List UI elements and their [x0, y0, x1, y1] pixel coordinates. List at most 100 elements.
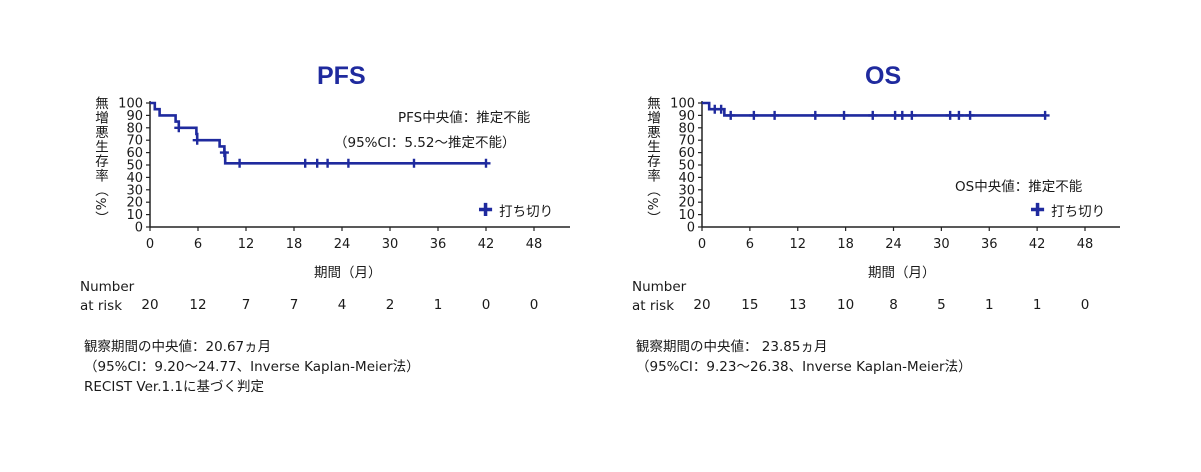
at-risk-header: Number at risk — [632, 278, 686, 316]
censor-mark — [481, 158, 491, 168]
y-tick-label: 30 — [126, 183, 143, 198]
x-axis-label: 期間（月） — [868, 265, 936, 281]
recist-note: RECIST Ver.1.1に基づく判定 — [84, 379, 264, 395]
followup-ci-note: （95%CI：9.23～26.38、Inverse Kaplan-Meier法） — [636, 359, 972, 375]
at-risk-value: 10 — [837, 297, 855, 313]
y-axis-label: 無増悪生存率（%） — [644, 96, 660, 226]
followup-ci-note: （95%CI：9.20～24.77、Inverse Kaplan-Meier法） — [84, 359, 420, 375]
x-tick-label: 48 — [526, 237, 543, 252]
y-tick-label: 80 — [678, 121, 695, 136]
at-risk-value: 0 — [529, 297, 539, 313]
censor-mark — [312, 158, 322, 168]
censor-mark — [907, 110, 917, 120]
censor-mark — [300, 158, 310, 168]
legend: ✚ 打ち切り — [478, 200, 553, 221]
y-tick-label: 70 — [126, 134, 143, 149]
y-tick-label: 0 — [135, 221, 143, 236]
at-risk-value: 15 — [741, 297, 759, 313]
y-tick-label: 40 — [126, 171, 143, 186]
censor-mark — [868, 110, 878, 120]
y-tick-label: 10 — [678, 208, 695, 223]
at-risk-value: 7 — [241, 297, 251, 313]
y-tick-label: 90 — [678, 109, 695, 124]
y-tick-label: 40 — [678, 171, 695, 186]
y-tick-label: 60 — [678, 146, 695, 161]
censor-mark — [192, 135, 202, 145]
x-tick-label: 0 — [146, 237, 154, 252]
legend-label: 打ち切り — [499, 204, 554, 220]
at-risk-value: 1 — [433, 297, 443, 313]
censor-mark — [897, 110, 907, 120]
x-tick-label: 12 — [238, 237, 255, 252]
median-annotation: OS中央値：推定不能 — [955, 179, 1083, 195]
at-risk-value: 8 — [889, 297, 898, 313]
x-tick-label: 36 — [981, 237, 998, 252]
censor-mark — [219, 148, 229, 158]
censor-mark — [770, 110, 780, 120]
at-risk-value: 12 — [189, 297, 207, 313]
at-risk-value: 4 — [337, 297, 347, 313]
at-risk-header-line2: at risk — [80, 298, 123, 314]
y-tick-label: 70 — [678, 134, 695, 149]
x-tick-label: 6 — [194, 237, 202, 252]
censor-legend-icon: ✚ — [478, 200, 494, 221]
censor-mark — [965, 110, 975, 120]
y-tick-label: 60 — [126, 146, 143, 161]
at-risk-value: 0 — [1080, 297, 1090, 313]
y-tick-label: 90 — [126, 109, 143, 124]
x-tick-label: 36 — [430, 237, 447, 252]
censor-mark — [945, 110, 955, 120]
os-panel: OS 無増悪生存率（%） 0 10 20 30 40 50 60 70 80 90 100 0 6 12 1… — [600, 0, 1200, 472]
at-risk-value: 20 — [141, 297, 159, 313]
x-tick-label: 30 — [933, 237, 950, 252]
censor-mark — [810, 110, 820, 120]
y-tick-label: 30 — [678, 183, 695, 198]
legend: ✚ 打ち切り — [1030, 200, 1105, 221]
at-risk-value: 1 — [1032, 297, 1042, 313]
at-risk-value: 2 — [385, 297, 395, 313]
at-risk-value: 1 — [984, 297, 994, 313]
censor-mark — [749, 110, 759, 120]
at-risk-value: 13 — [789, 297, 807, 313]
y-tick-label: 100 — [670, 97, 695, 112]
y-axis-label: 無増悪生存率（%） — [92, 96, 108, 226]
x-axis-label: 期間（月） — [314, 265, 382, 281]
x-tick-label: 12 — [789, 237, 806, 252]
y-tick-label: 100 — [118, 97, 143, 112]
x-tick-label: 42 — [1029, 237, 1046, 252]
y-tick-label: 50 — [126, 159, 143, 174]
censor-mark — [954, 110, 964, 120]
y-tick-label: 10 — [126, 208, 143, 223]
x-tick-label: 42 — [478, 237, 495, 252]
pfs-panel: PFS 無増悪生存率（%） 0 10 20 30 40 50 60 70 80 90 100 0 6 12… — [0, 0, 600, 472]
censor-mark — [716, 104, 726, 114]
x-tick-label: 0 — [698, 237, 706, 252]
at-risk-header-line1: Number — [632, 279, 687, 295]
at-risk-value: 5 — [937, 297, 946, 313]
chart-title: OS — [865, 62, 902, 90]
median-annotation: PFS中央値：推定不能 — [398, 110, 531, 126]
at-risk-header-line1: Number — [80, 279, 135, 295]
censor-mark — [343, 158, 353, 168]
censor-mark — [726, 110, 736, 120]
y-tick-label: 20 — [678, 196, 695, 211]
followup-median-note: 観察期間の中央値： 23.85ヵ月 — [636, 339, 828, 355]
censor-legend-icon: ✚ — [1030, 200, 1046, 221]
x-tick-label: 6 — [746, 237, 754, 252]
censor-mark — [323, 158, 333, 168]
at-risk-value: 20 — [693, 297, 711, 313]
x-tick-label: 24 — [885, 237, 902, 252]
at-risk-value: 7 — [289, 297, 299, 313]
at-risk-header-line2: at risk — [632, 298, 675, 314]
legend-label: 打ち切り — [1051, 204, 1106, 220]
x-tick-label: 30 — [382, 237, 399, 252]
censor-mark — [1040, 110, 1050, 120]
chart-title: PFS — [317, 62, 366, 90]
x-tick-label: 18 — [286, 237, 303, 252]
at-risk-header: Number at risk — [80, 278, 134, 316]
x-tick-label: 48 — [1077, 237, 1094, 252]
followup-median-note: 観察期間の中央値：20.67ヵ月 — [84, 339, 272, 355]
y-tick-label: 50 — [678, 159, 695, 174]
censor-mark — [409, 158, 419, 168]
